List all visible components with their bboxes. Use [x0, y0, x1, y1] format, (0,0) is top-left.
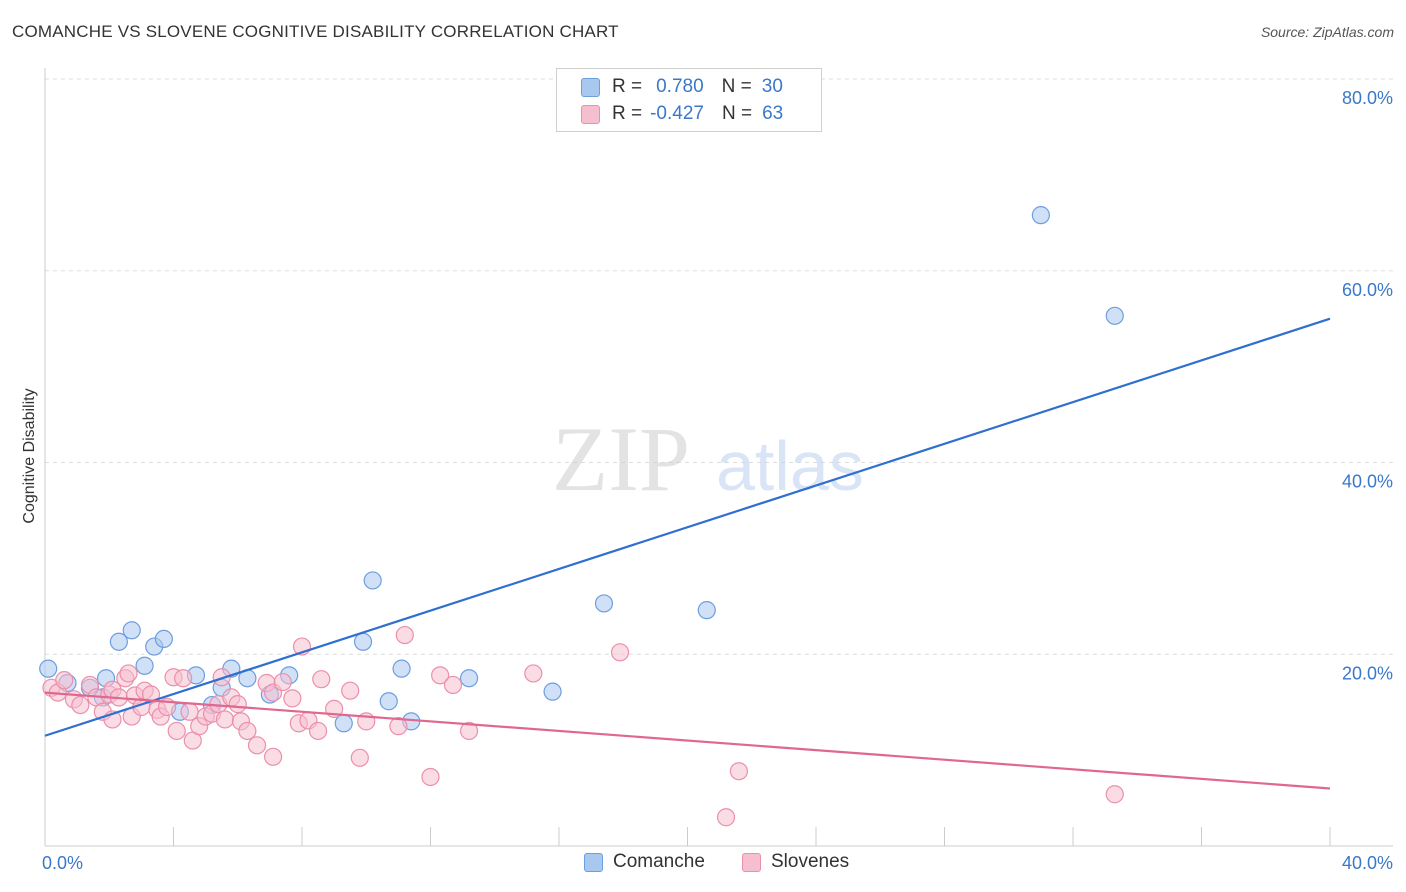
bottom-legend-slovenes: Slovenes [742, 851, 849, 873]
slovenes-point [71, 695, 90, 715]
slovenes-point [263, 747, 283, 766]
slovenes-point [341, 681, 360, 700]
y-tick-label: 80.0% [1342, 88, 1393, 108]
bottom-legend-comanche: Comanche [584, 851, 705, 873]
slovenes-point [729, 762, 749, 781]
slovenes-point [524, 664, 543, 683]
correlation-legend: R = 0.780 N = 30 R = -0.427 N = 63 [556, 68, 822, 132]
slovenes-point [308, 721, 328, 741]
slovenes-point [55, 671, 74, 690]
slovenes-point [228, 695, 247, 714]
comanche-point [697, 601, 716, 620]
slovenes-point [283, 689, 302, 708]
comanche-point [363, 571, 382, 590]
watermark-zip: ZIP [552, 408, 690, 510]
comanche-point [39, 659, 58, 678]
slovenes-point [1105, 785, 1124, 804]
legend-n-value: 63 [762, 103, 784, 124]
slovenes-point [141, 685, 161, 704]
slovenes-point [273, 672, 292, 692]
bottom-legend-swatch-comanche [584, 852, 603, 872]
comanche-point [379, 692, 398, 711]
legend-row-comanche: R = 0.780 N = 30 [581, 74, 783, 100]
legend-r-label: R = [612, 103, 643, 124]
trendline-slovenes [44, 691, 1331, 790]
slovenes-point [610, 643, 630, 662]
legend-swatch-slovenes [581, 104, 600, 124]
legend-swatch-comanche [581, 77, 600, 97]
x-tick-label: 40.0% [1342, 853, 1393, 873]
slovenes-point [238, 721, 257, 741]
legend-n-value: 30 [761, 76, 783, 97]
y-tick-label: 20.0% [1342, 663, 1393, 683]
slovenes-point [389, 717, 408, 736]
legend-r-value: 0.780 [656, 76, 704, 97]
slovenes-point [716, 808, 736, 827]
slovenes-point [395, 625, 414, 645]
bottom-legend-label-comanche: Comanche [613, 851, 705, 872]
slovenes-point [312, 670, 331, 689]
slovenes-point [215, 710, 234, 729]
comanche-point [135, 656, 154, 675]
bottom-legend-label-slovenes: Slovenes [771, 851, 850, 872]
slovenes-point [443, 675, 463, 695]
comanche-point [1031, 206, 1050, 225]
slovenes-point [167, 721, 186, 741]
y-tick-label: 60.0% [1342, 280, 1393, 300]
trendlines [44, 317, 1331, 790]
comanche-point [459, 669, 479, 688]
comanche-point [353, 632, 373, 651]
comanche-point [594, 594, 614, 613]
source-label: Source: ZipAtlas.com [1260, 24, 1394, 40]
comanche-point [122, 621, 141, 640]
slovenes-point [247, 736, 267, 755]
slovenes-point [350, 748, 369, 767]
y-tick-label: 40.0% [1342, 472, 1393, 492]
chart-title: COMANCHE VS SLOVENE COGNITIVE DISABILITY… [12, 22, 619, 41]
slovenes-point [180, 702, 199, 721]
comanche-point [392, 659, 411, 678]
slovenes-point [421, 767, 440, 787]
comanche-point [543, 682, 562, 701]
legend-r-label: R = [612, 76, 643, 97]
comanche-point [154, 629, 173, 649]
watermark-atlas: atlas [716, 427, 864, 505]
bottom-legend-swatch-slovenes [742, 852, 761, 872]
series-slovenes [42, 625, 1124, 827]
slovenes-point [119, 664, 138, 683]
comanche-point [334, 714, 353, 733]
comanche-point [1105, 306, 1124, 325]
slovenes-point [459, 721, 479, 741]
legend-n-label: N = [721, 76, 752, 97]
y-axis-label: Cognitive Disability [21, 388, 38, 523]
tick-labels: 20.0% 40.0% 60.0% 80.0% 0.0% 40.0% [42, 88, 1393, 873]
legend-n-label: N = [721, 103, 753, 124]
x-tick-label: 0.0% [42, 853, 83, 873]
comanche-point [109, 632, 128, 651]
slovenes-point [174, 669, 193, 688]
slovenes-point [431, 666, 450, 685]
trendline-comanche [44, 317, 1331, 737]
legend-r-value: -0.427 [650, 103, 704, 124]
gridlines [45, 78, 1393, 655]
legend-row-slovenes: R = -0.427 N = 63 [581, 101, 783, 127]
watermark: ZIP atlas [552, 408, 864, 510]
axes [44, 68, 1393, 847]
